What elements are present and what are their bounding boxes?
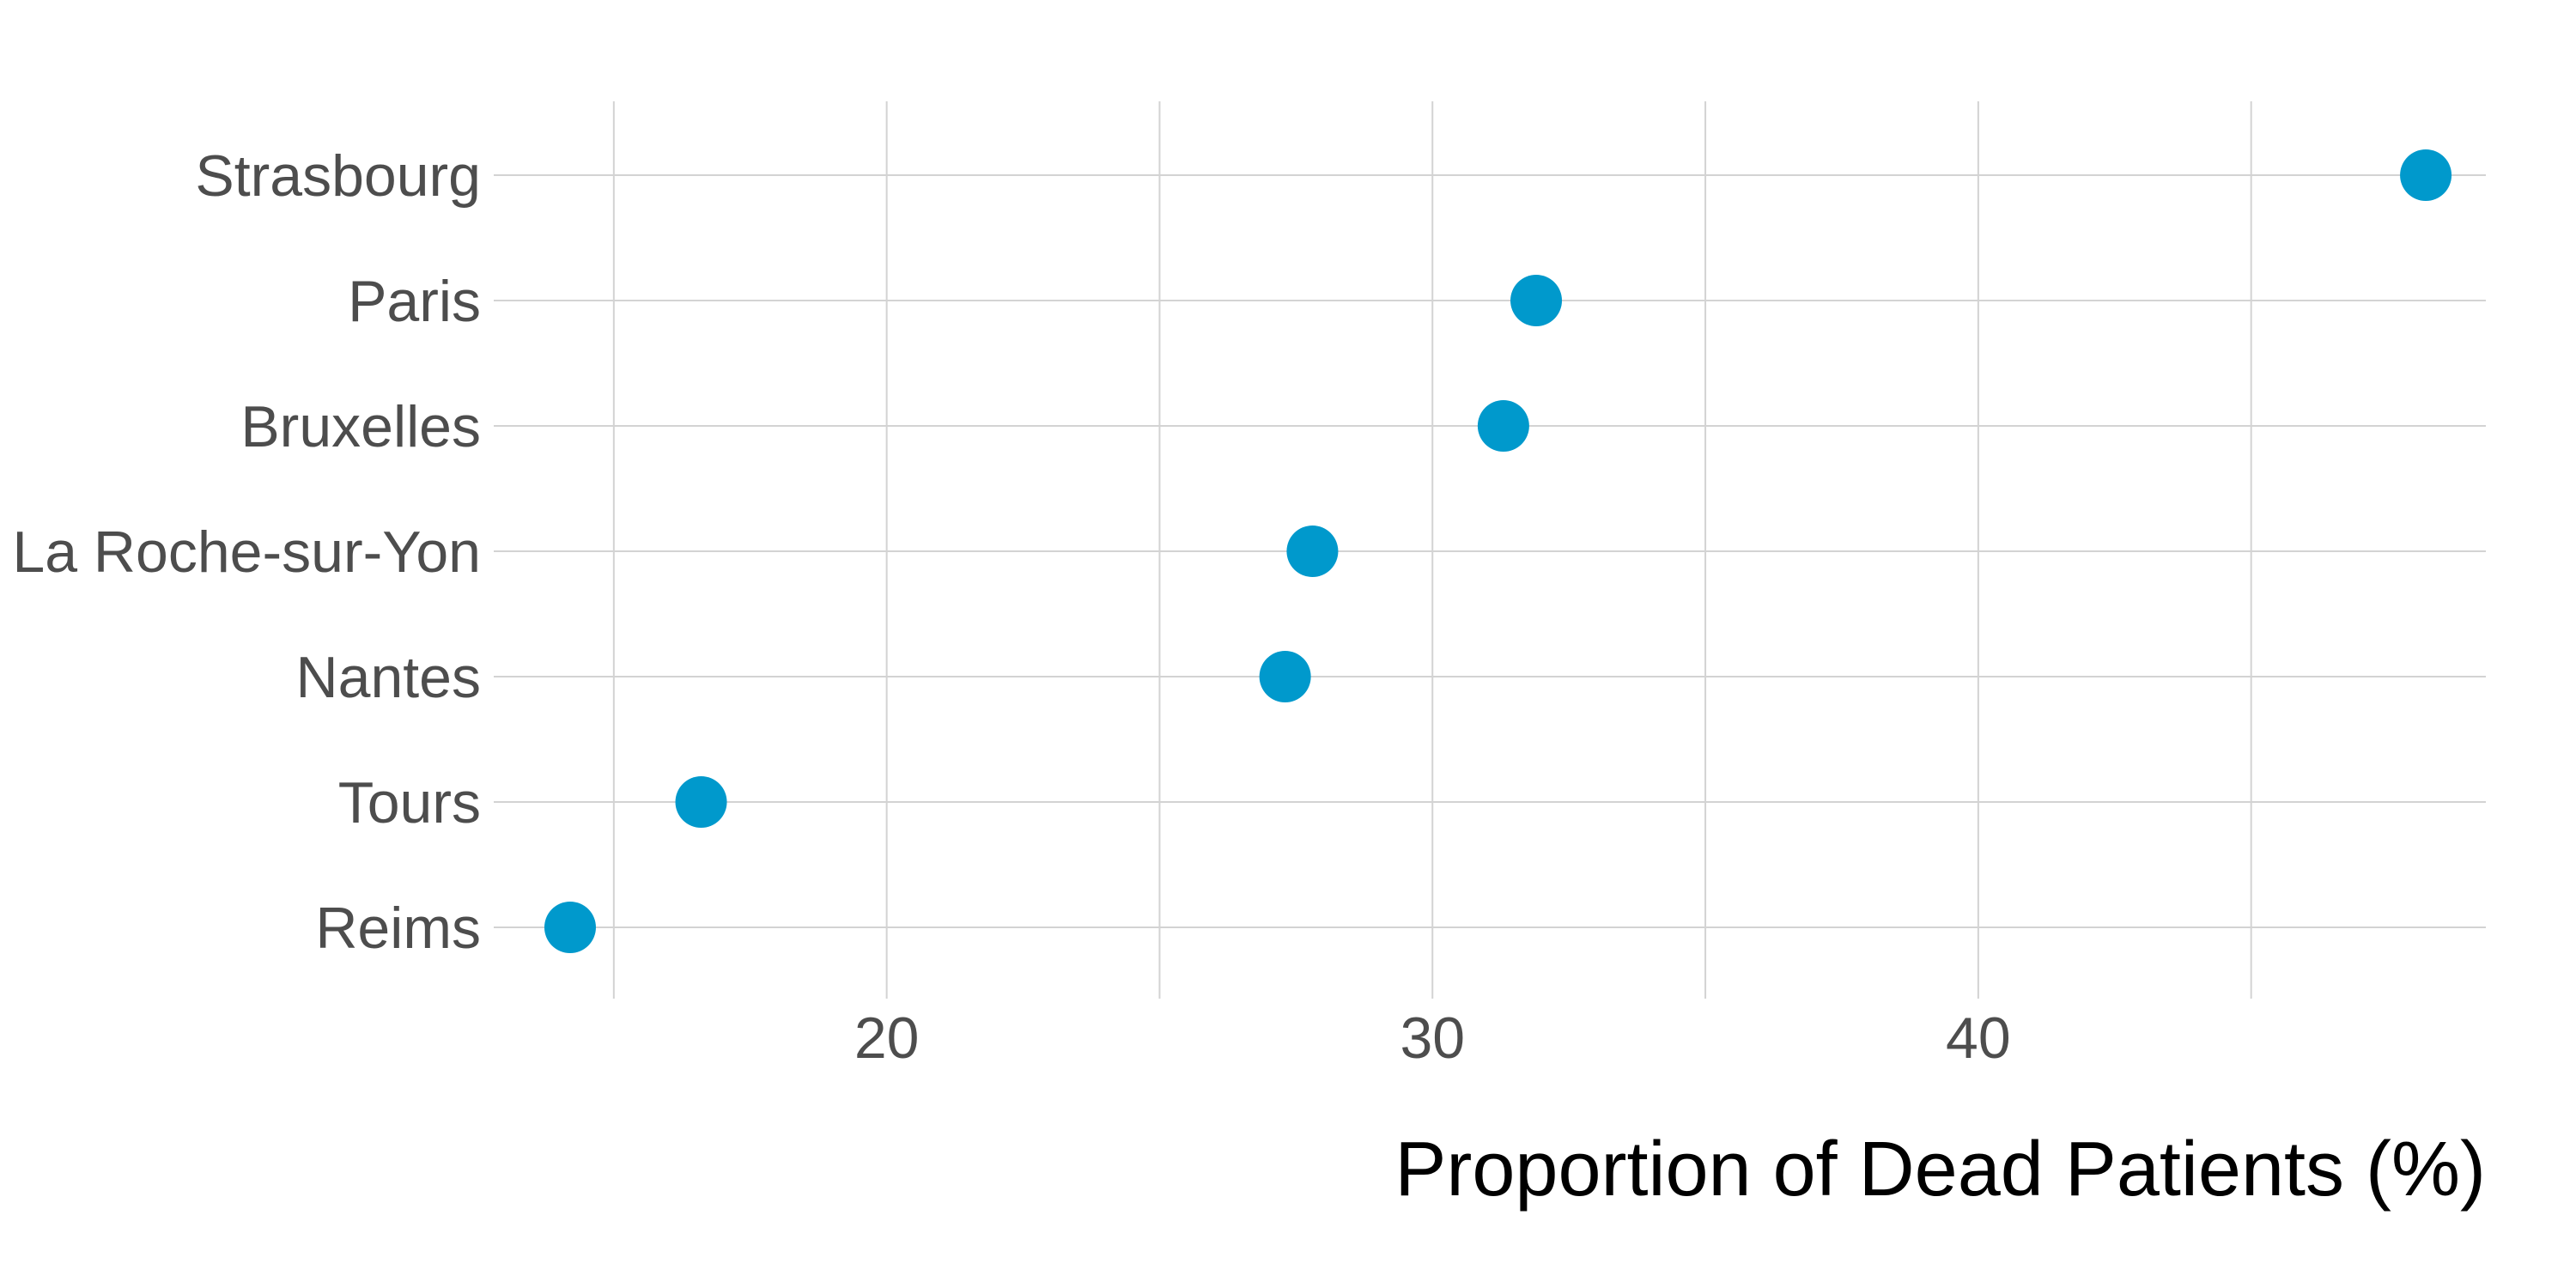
data-point (675, 776, 727, 828)
x-tick-labels: 20 30 40 (854, 1005, 2011, 1071)
y-tick-label: Nantes (296, 645, 481, 710)
y-tick-label: La Roche-sur-Yon (12, 519, 481, 585)
y-tick-label: Reims (315, 896, 481, 961)
x-tick-label: 20 (854, 1005, 920, 1071)
data-point (1510, 275, 1563, 326)
x-tick-label: 40 (1946, 1005, 2011, 1071)
y-tick-labels: Strasbourg Paris Bruxelles La Roche-sur-Yon… (12, 143, 481, 961)
x-tick-label: 30 (1400, 1005, 1465, 1071)
y-tick-label: Bruxelles (240, 394, 481, 459)
points-layer (544, 149, 2452, 953)
y-tick-label: Strasbourg (195, 143, 481, 209)
data-point (1259, 651, 1311, 702)
data-point (1286, 526, 1339, 577)
y-tick-label: Paris (348, 269, 481, 334)
grid-layer (494, 101, 2486, 999)
data-point (544, 902, 596, 953)
x-axis-title: Proportion of Dead Patients (%) (1394, 1127, 2486, 1212)
y-tick-label: Tours (338, 770, 481, 835)
data-point (1477, 400, 1529, 452)
data-point (2400, 149, 2452, 201)
